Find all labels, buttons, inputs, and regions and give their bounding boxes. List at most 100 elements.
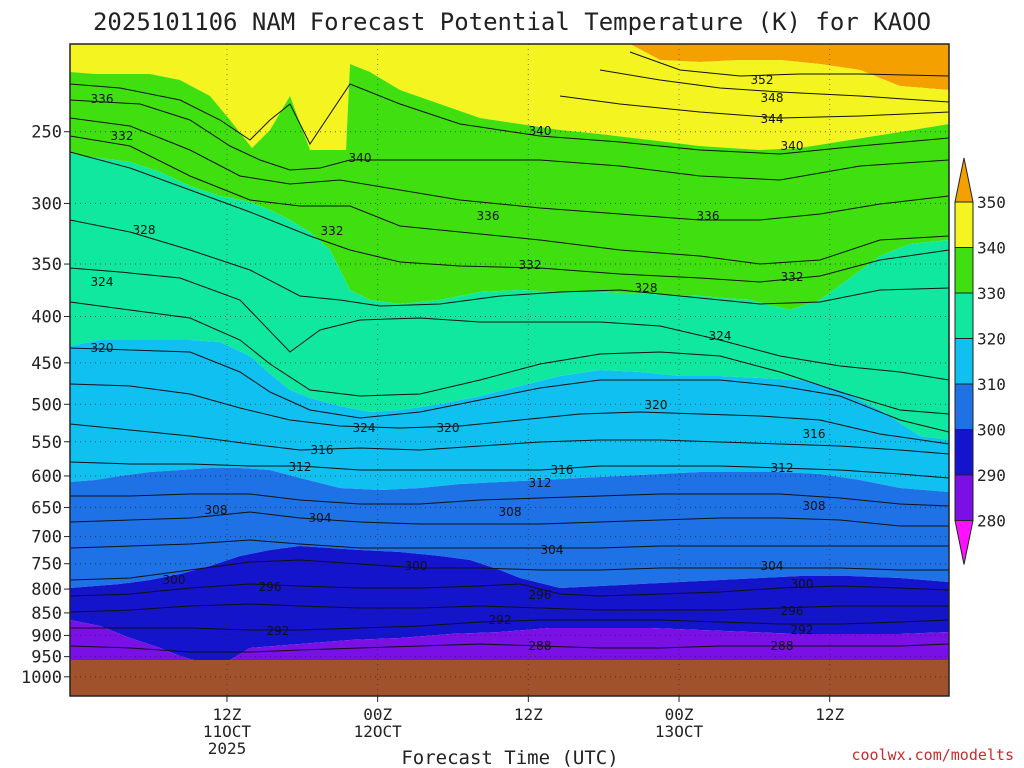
chart-title: 2025101106 NAM Forecast Potential Temper… bbox=[93, 8, 931, 36]
colorbar-swatch bbox=[954, 383, 974, 430]
y-tick-label: 750 bbox=[31, 555, 62, 575]
contour-labels: 352 348 344 340 340 340 336 336 336 332 332 332 332 3… bbox=[91, 73, 826, 653]
x-tick-label: 11OCT bbox=[203, 722, 252, 741]
colorbar-label: 340 bbox=[977, 239, 1006, 258]
contour-label: 336 bbox=[91, 92, 114, 106]
contour-label: 340 bbox=[349, 151, 372, 165]
colorbar-label: 290 bbox=[977, 466, 1006, 485]
colorbar-legend: 350 340 330 320 310 300 290 280 bbox=[954, 157, 1006, 565]
contour-label: 308 bbox=[499, 505, 522, 519]
contour-label: 312 bbox=[529, 476, 552, 490]
contour-line bbox=[70, 603, 949, 613]
contour-label: 296 bbox=[781, 604, 804, 618]
contour-line bbox=[559, 95, 949, 119]
y-tick-label: 900 bbox=[31, 626, 62, 646]
x-tick-label: 00Z bbox=[665, 705, 694, 724]
band-320-330 bbox=[70, 152, 949, 440]
contour-label: 340 bbox=[529, 124, 552, 138]
contour-label: 312 bbox=[289, 460, 312, 474]
colorbar-swatch bbox=[954, 338, 974, 385]
y-tick-label: 600 bbox=[31, 467, 62, 487]
contour-label: 300 bbox=[163, 573, 186, 587]
colorbar-label: 320 bbox=[977, 330, 1006, 349]
contour-line bbox=[70, 219, 949, 307]
contour-line bbox=[70, 135, 949, 265]
contour-label: 352 bbox=[751, 73, 774, 87]
contour-line bbox=[70, 99, 949, 181]
contour-line bbox=[70, 383, 949, 445]
band-340-350 bbox=[70, 44, 949, 150]
band-310-320 bbox=[70, 340, 949, 492]
colorbar-swatch bbox=[954, 474, 974, 521]
band-330-340 bbox=[70, 64, 949, 310]
colorbar-swatch bbox=[954, 429, 974, 476]
contour-label: 332 bbox=[519, 258, 542, 272]
y-tick-label: 400 bbox=[31, 308, 62, 328]
terrain-below-ground bbox=[70, 660, 949, 696]
contour-label: 348 bbox=[761, 91, 784, 105]
contour-label: 328 bbox=[133, 223, 156, 237]
contour-label: 312 bbox=[771, 461, 794, 475]
colorbar-swatch bbox=[954, 247, 974, 294]
contour-label: 340 bbox=[781, 139, 804, 153]
contour-line bbox=[70, 83, 949, 155]
plot-frame bbox=[69, 43, 950, 697]
colorbar-label: 350 bbox=[977, 193, 1006, 212]
contour-line bbox=[70, 267, 949, 381]
contour-label: 332 bbox=[111, 129, 134, 143]
x-tick-label: 13OCT bbox=[655, 722, 704, 741]
contour-label: 316 bbox=[803, 427, 826, 441]
contour-label: 320 bbox=[645, 398, 668, 412]
colorbar-under-triangle bbox=[954, 520, 974, 565]
contour-line bbox=[70, 583, 949, 597]
colorbar-label: 330 bbox=[977, 284, 1006, 303]
contour-label: 316 bbox=[551, 463, 574, 477]
y-tick-label: 450 bbox=[31, 354, 62, 374]
contour-line bbox=[70, 461, 949, 479]
band-290-300 bbox=[70, 546, 949, 662]
contour-line bbox=[70, 493, 949, 507]
contour-label: 324 bbox=[91, 275, 114, 289]
x-tick-label: 12OCT bbox=[354, 722, 403, 741]
contour-label: 316 bbox=[311, 443, 334, 457]
contour-line bbox=[599, 69, 949, 103]
y-tick-label: 250 bbox=[31, 123, 62, 143]
band-above-350 bbox=[70, 44, 949, 90]
y-tick-label: 700 bbox=[31, 528, 62, 548]
contour-line bbox=[70, 301, 949, 415]
credit-text: coolwx.com/modelts bbox=[851, 746, 1014, 764]
colorbar-label: 280 bbox=[977, 512, 1006, 531]
band-280-290 bbox=[70, 620, 949, 662]
contour-label: 304 bbox=[309, 511, 332, 525]
colorbar-label: 310 bbox=[977, 375, 1006, 394]
contour-label: 292 bbox=[267, 624, 290, 638]
plot-area: 352 348 344 340 340 340 336 336 336 332 332 332 332 3… bbox=[70, 44, 949, 696]
contour-label: 308 bbox=[803, 499, 826, 513]
x-tick-label: 2025 bbox=[208, 739, 247, 758]
contour-line bbox=[70, 423, 949, 455]
band-300-310 bbox=[70, 468, 949, 588]
contour-line bbox=[70, 559, 949, 581]
contour-label: 320 bbox=[91, 341, 114, 355]
y-tick-label: 300 bbox=[31, 194, 62, 214]
y-tick-label: 1000 bbox=[21, 668, 62, 688]
contour-label: 320 bbox=[437, 421, 460, 435]
contour-label: 292 bbox=[489, 613, 512, 627]
contour-line bbox=[629, 51, 949, 77]
x-gridlines bbox=[226, 44, 831, 696]
contour-line bbox=[70, 347, 949, 433]
y-axis: 2503003504004505005506006507007508008509… bbox=[21, 123, 70, 688]
y-tick-label: 850 bbox=[31, 604, 62, 624]
contour-label: 300 bbox=[405, 559, 428, 573]
contour-label: 344 bbox=[761, 112, 784, 126]
contour-line bbox=[70, 117, 949, 221]
contour-label: 300 bbox=[791, 577, 814, 591]
contour-line bbox=[70, 643, 949, 653]
contour-line bbox=[70, 619, 949, 631]
contour-label: 324 bbox=[353, 421, 376, 435]
contour-label: 304 bbox=[761, 559, 784, 573]
contour-label: 336 bbox=[477, 209, 500, 223]
y-tick-label: 650 bbox=[31, 498, 62, 518]
contour-line bbox=[70, 539, 949, 549]
